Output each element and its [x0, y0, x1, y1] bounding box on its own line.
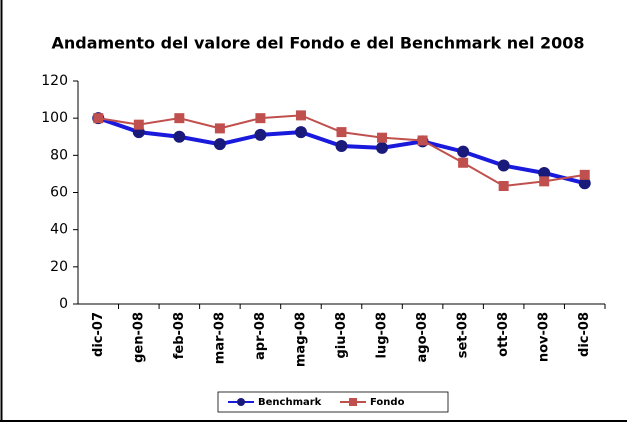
legend — [217, 391, 449, 413]
y-tick-label: 60 — [50, 185, 68, 201]
y-tick-label: 120 — [41, 73, 68, 89]
x-tick-label: giu-08 — [334, 312, 349, 359]
x-tick-label: mar-08 — [212, 312, 227, 364]
marker — [538, 166, 551, 179]
legend-marker — [237, 398, 245, 406]
x-tick-label: dic-07 — [91, 312, 106, 357]
x-tick-label: dic-08 — [577, 312, 592, 357]
marker — [254, 128, 267, 141]
marker — [458, 157, 469, 168]
marker — [457, 145, 470, 158]
marker — [497, 159, 510, 172]
x-tick-label: feb-08 — [172, 312, 187, 359]
marker — [417, 135, 428, 146]
y-tick-label: 20 — [50, 259, 68, 275]
x-tick-label: apr-08 — [253, 312, 268, 360]
x-tick-label: lug-08 — [375, 312, 390, 359]
x-tick-label: set-08 — [456, 312, 471, 358]
marker — [335, 140, 348, 153]
legend-marker — [349, 398, 357, 406]
marker — [294, 126, 307, 139]
marker — [255, 113, 266, 124]
marker — [174, 113, 185, 124]
chart-title: Andamento del valore del Fondo e del Ben… — [51, 34, 584, 53]
marker — [93, 113, 104, 124]
y-tick-label: 100 — [41, 110, 68, 126]
marker — [173, 130, 186, 143]
x-tick-label: ott-08 — [496, 312, 511, 357]
marker — [498, 180, 509, 191]
marker — [336, 127, 347, 138]
marker — [578, 177, 591, 190]
marker — [133, 119, 144, 130]
x-tick-label: nov-08 — [537, 312, 552, 362]
marker — [579, 169, 590, 180]
x-tick-label: ago-08 — [415, 312, 430, 363]
marker — [213, 138, 226, 151]
marker — [539, 176, 550, 187]
legend-label: Fondo — [370, 397, 405, 408]
x-tick-label: mag-08 — [293, 312, 308, 367]
y-tick-label: 80 — [50, 147, 68, 163]
y-tick-label: 0 — [59, 296, 68, 312]
marker — [295, 110, 306, 121]
marker — [377, 132, 388, 143]
marker — [376, 141, 389, 154]
legend-label: Benchmark — [258, 397, 322, 408]
x-tick-label: gen-08 — [131, 312, 146, 363]
y-tick-label: 40 — [50, 222, 68, 238]
marker — [214, 123, 225, 134]
